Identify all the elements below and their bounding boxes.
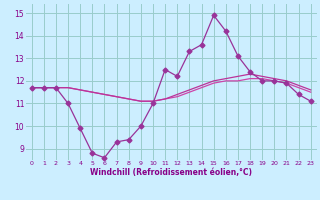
X-axis label: Windchill (Refroidissement éolien,°C): Windchill (Refroidissement éolien,°C) <box>90 168 252 177</box>
